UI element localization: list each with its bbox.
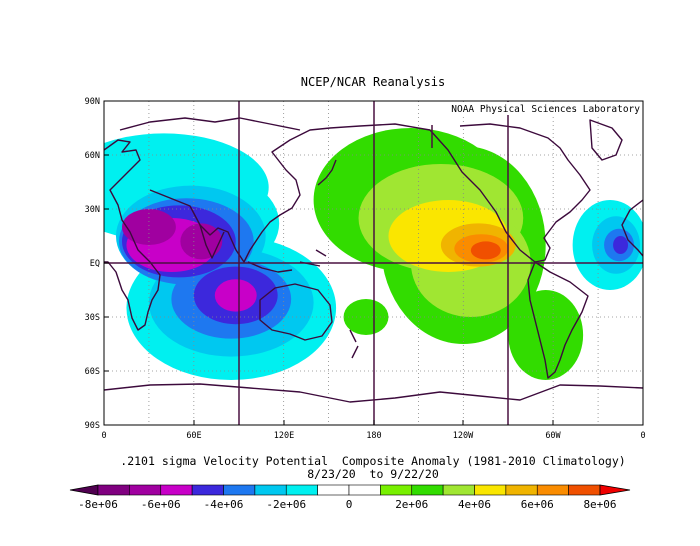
caption-variable: .2101 sigma Velocity Potential Composite…	[120, 454, 625, 468]
credit-backdrop	[458, 102, 642, 115]
coastline-north-america	[429, 123, 591, 263]
coastline-australia	[259, 283, 333, 341]
lon-tick-0-east: 0	[640, 431, 645, 441]
lon-tick-0: 0	[101, 431, 106, 441]
colorbar-swatch-10	[411, 484, 444, 496]
colorbar-swatch-2	[160, 484, 193, 496]
colorbar-swatch-6	[285, 484, 318, 496]
coastline-west-africa	[621, 199, 643, 257]
colorbar-swatch-0	[97, 484, 130, 496]
coastline-south-america	[527, 261, 589, 379]
longitude-tick-marks	[193, 420, 554, 425]
lon-tick-120w: 120W	[453, 431, 474, 441]
lat-tick-30s: 30S	[85, 313, 100, 323]
colorbar-swatch-9	[380, 484, 413, 496]
colorbar-swatch-13	[505, 484, 538, 496]
lat-tick-90n: 90N	[85, 97, 100, 107]
colorbar-swatch-8	[348, 484, 381, 496]
lat-tick-30n: 30N	[85, 205, 100, 215]
colorbar-label-0: -8e+06	[78, 498, 118, 511]
colorbar-label-6: 4e+06	[458, 498, 491, 511]
anomaly-contour-16	[343, 299, 389, 335]
colorbar-high-arrow	[599, 484, 631, 496]
colorbar-swatch-5	[254, 484, 287, 496]
colorbar-low-arrow	[69, 484, 99, 496]
caption-dates: 8/23/20 to 9/22/20	[307, 467, 439, 481]
anomaly-contour-15	[508, 290, 584, 380]
colorbar-swatch-14	[536, 484, 569, 496]
coastline-europe-africa	[104, 139, 161, 331]
coastline-asia	[149, 123, 431, 263]
longitude-axis: 0 60E 120E 180 120W 60W 0	[101, 431, 645, 441]
colorbar-swatch-15	[568, 484, 601, 496]
colorbar-swatch-7	[317, 484, 350, 496]
colorbar-label-7: 6e+06	[521, 498, 554, 511]
colorbar-swatch-12	[474, 484, 507, 496]
coastline-antarctica	[104, 383, 643, 403]
colorbar-swatch-4	[223, 484, 256, 496]
colorbar-swatch-1	[129, 484, 162, 496]
latitude-axis: 90N 60N 30N EQ 30S 60S 90S	[85, 97, 100, 431]
lon-tick-120e: 120E	[274, 431, 294, 441]
colorbar	[69, 484, 631, 496]
coastline-siberia	[119, 117, 301, 131]
lat-tick-60n: 60N	[85, 151, 100, 161]
colorbar-label-8: 8e+06	[583, 498, 616, 511]
credit-label: NOAA Physical Sciences Laboratory	[451, 104, 640, 115]
plot-title: NCEP/NCAR Reanalysis	[301, 75, 446, 89]
anomaly-contour-10	[214, 279, 257, 312]
lat-tick-60s: 60S	[85, 367, 100, 377]
lon-tick-60w: 60W	[545, 431, 561, 441]
anomaly-contour-11	[121, 209, 176, 245]
lat-tick-eq: EQ	[90, 259, 100, 269]
coastline-japan	[317, 159, 337, 186]
lon-tick-60e: 60E	[186, 431, 201, 441]
anomaly-contour-12	[180, 223, 223, 260]
colorbar-labels: -8e+06 -6e+06 -4e+06 -2e+06 0 2e+06 4e+06 6e+06…	[78, 498, 616, 511]
lon-tick-180: 180	[366, 431, 381, 441]
lat-tick-90s: 90S	[85, 421, 100, 431]
colorbar-swatch-11	[442, 484, 475, 496]
colorbar-label-2: -4e+06	[204, 498, 244, 511]
reference-lines	[104, 101, 643, 425]
colorbar-label-4: 0	[346, 498, 353, 511]
coastline-india	[199, 224, 225, 259]
anomaly-contour-22	[470, 241, 501, 260]
latitude-tick-marks	[104, 154, 109, 372]
colorbar-label-1: -6e+06	[141, 498, 181, 511]
coastline-greenland	[589, 119, 623, 161]
colorbar-label-5: 2e+06	[395, 498, 428, 511]
anomaly-contour-26	[613, 236, 629, 254]
coastline-newzealand	[349, 329, 359, 359]
coastlines	[104, 117, 643, 403]
colorbar-swatch-3	[191, 484, 224, 496]
colorbar-label-3: -2e+06	[266, 498, 306, 511]
